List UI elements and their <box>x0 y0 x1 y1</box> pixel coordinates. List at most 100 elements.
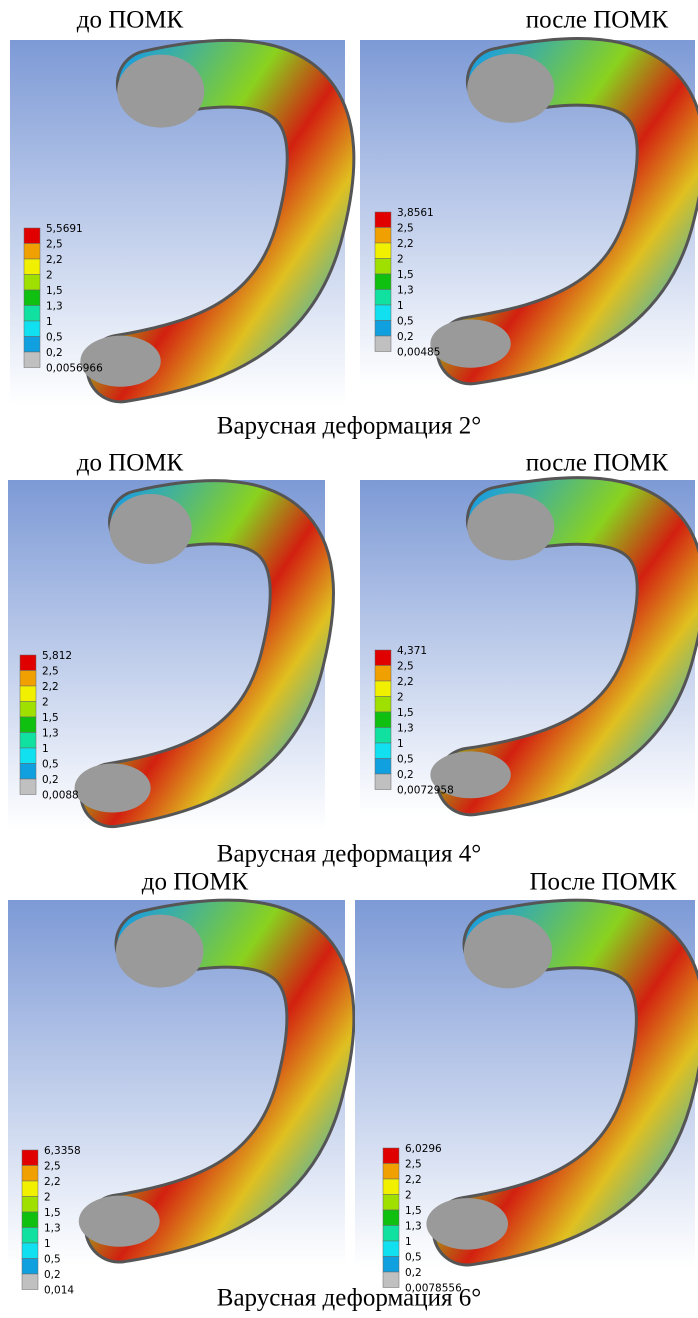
legend-label: 6,3358 <box>44 1145 81 1157</box>
legend-label: 2,5 <box>405 1159 422 1171</box>
legend-label: 1 <box>405 1236 412 1248</box>
legend-label: 0,2 <box>42 774 59 786</box>
legend-swatch <box>22 1197 38 1213</box>
legend-label: 2,2 <box>397 238 414 250</box>
legend-label: 2 <box>44 1192 51 1204</box>
caption: Варусная деформация 6° <box>217 1285 481 1312</box>
legend-swatch <box>375 712 391 728</box>
panel-label: до ПОМК <box>77 7 184 34</box>
legend-swatch <box>375 743 391 759</box>
legend-swatch <box>375 728 391 744</box>
legend-swatch <box>383 1179 399 1195</box>
legend-label: 6,0296 <box>405 1143 442 1155</box>
legend-swatch <box>24 321 40 337</box>
caption: Варусная деформация 2° <box>217 413 481 440</box>
legend-swatch <box>22 1274 38 1290</box>
legend-swatch <box>20 764 36 780</box>
legend-label: 1,3 <box>397 723 414 735</box>
legend-swatch <box>383 1148 399 1164</box>
legend-label: 0,0056966 <box>46 363 103 375</box>
legend-swatch <box>24 290 40 306</box>
legend-swatch <box>383 1210 399 1226</box>
legend-label: 3,8561 <box>397 207 434 219</box>
legend-label: 0,2 <box>44 1269 61 1281</box>
legend-label: 2,2 <box>405 1174 422 1186</box>
bone-cap <box>109 494 191 564</box>
legend-label: 2,5 <box>42 666 59 678</box>
legend-label: 0,2 <box>397 769 414 781</box>
legend-swatch <box>22 1228 38 1244</box>
legend-swatch <box>375 243 391 259</box>
legend-label: 1,5 <box>405 1205 422 1217</box>
legend-swatch <box>22 1243 38 1259</box>
legend-swatch <box>375 228 391 244</box>
legend-label: 0,014 <box>44 1285 74 1297</box>
legend-swatch <box>20 779 36 795</box>
legend-swatch <box>375 259 391 275</box>
bone-cap <box>430 319 510 367</box>
bone-cap <box>426 1198 508 1250</box>
legend-label: 4,371 <box>397 645 427 657</box>
legend-label: 0,2 <box>397 331 414 343</box>
legend-swatch <box>24 228 40 244</box>
legend-swatch <box>24 259 40 275</box>
panel-label: до ПОМК <box>142 869 249 896</box>
legend-label: 1,3 <box>397 285 414 297</box>
bone-cap <box>79 1196 160 1247</box>
legend-label: 0,0072958 <box>397 785 454 797</box>
legend-swatch <box>375 681 391 697</box>
legend-swatch <box>375 697 391 713</box>
legend-swatch <box>375 774 391 790</box>
legend-swatch <box>24 306 40 322</box>
legend-swatch <box>20 733 36 749</box>
legend-label: 2,5 <box>397 661 414 673</box>
panel-label: после ПОМК <box>526 450 669 477</box>
bone-cap <box>116 915 204 988</box>
legend-swatch <box>24 275 40 291</box>
legend-label: 2 <box>405 1190 412 1202</box>
legend-swatch <box>24 244 40 260</box>
legend-label: 2,2 <box>44 1176 61 1188</box>
legend-swatch <box>24 337 40 353</box>
legend-swatch <box>375 650 391 666</box>
legend-label: 1,3 <box>46 301 63 313</box>
legend-label: 2,5 <box>46 239 63 251</box>
legend-swatch <box>20 717 36 733</box>
legend-swatch <box>375 274 391 290</box>
legend-label: 1 <box>397 738 404 750</box>
legend-label: 0,5 <box>44 1254 61 1266</box>
legend-swatch <box>383 1195 399 1211</box>
legend-swatch <box>375 305 391 321</box>
legend-label: 1 <box>42 743 49 755</box>
bone-cap <box>75 764 151 813</box>
bone-cap <box>464 915 552 989</box>
legend-label: 0,00485 <box>397 347 440 359</box>
legend-label: 0,0088 <box>42 790 79 802</box>
legend-swatch <box>22 1259 38 1275</box>
legend-label: 0,5 <box>46 332 63 344</box>
legend-label: 0,5 <box>405 1252 422 1264</box>
legend-swatch <box>383 1241 399 1257</box>
caption: Варусная деформация 4° <box>217 841 481 868</box>
legend-label: 2 <box>46 270 53 282</box>
legend-swatch <box>383 1226 399 1242</box>
legend-swatch <box>22 1166 38 1182</box>
legend-label: 1,5 <box>397 269 414 281</box>
legend-label: 0,5 <box>397 316 414 328</box>
legend-label: 0,5 <box>397 754 414 766</box>
legend-label: 1 <box>44 1238 51 1250</box>
panel-label: после ПОМК <box>526 7 669 34</box>
legend-swatch <box>20 686 36 702</box>
legend-label: 2,5 <box>397 223 414 235</box>
legend-label: 1,5 <box>44 1207 61 1219</box>
legend-swatch <box>24 352 40 368</box>
legend-label: 5,812 <box>42 650 72 662</box>
legend-swatch <box>383 1257 399 1273</box>
legend-label: 1,5 <box>42 712 59 724</box>
legend-label: 1,3 <box>405 1221 422 1233</box>
panel-label: После ПОМК <box>529 869 676 896</box>
legend-label: 5,5691 <box>46 223 83 235</box>
legend-swatch <box>375 290 391 306</box>
panel-label: до ПОМК <box>77 450 184 477</box>
legend-label: 2 <box>397 254 404 266</box>
